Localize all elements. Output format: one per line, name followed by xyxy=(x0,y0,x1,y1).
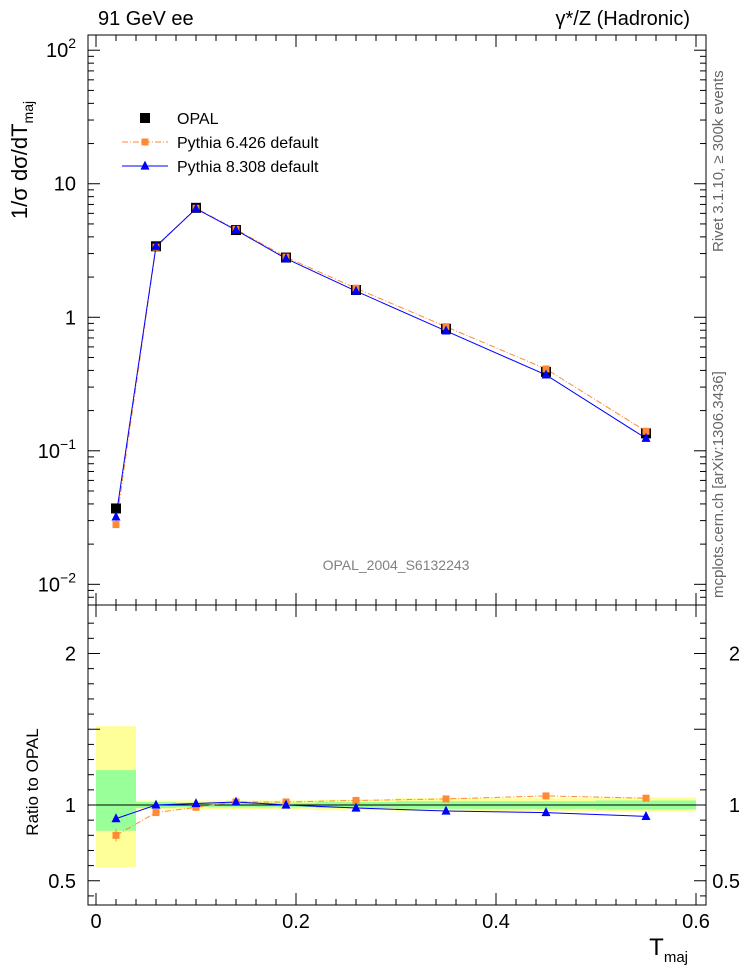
main-y-tick-label: 1 xyxy=(65,307,76,329)
ratio-y-tick-label-right: 1 xyxy=(729,795,740,817)
x-tick-label: 0.4 xyxy=(482,911,510,933)
ratio-pythia8-point xyxy=(351,802,361,812)
legend-marker-pythia6 xyxy=(141,138,149,146)
main-y-tick-label: 10−1 xyxy=(38,436,76,463)
ratio-frame xyxy=(87,604,707,906)
ratio-pythia6-point xyxy=(112,831,120,839)
opal-point xyxy=(111,503,121,514)
header-left: 91 GeV ee xyxy=(98,8,194,30)
ratio-y-tick-label: 0.5 xyxy=(48,871,76,893)
ratio-pythia6-point xyxy=(192,803,200,811)
main-y-tick-label: 10−2 xyxy=(38,569,76,596)
pythia6-point xyxy=(642,427,650,435)
ratio-pythia8-point xyxy=(641,810,651,820)
ratio-y-tick-label: 2 xyxy=(65,643,76,665)
header-right: γ*/Z (Hadronic) xyxy=(555,8,690,30)
main-y-tick-label: 102 xyxy=(46,35,76,62)
ratio-pythia8-point xyxy=(191,798,201,808)
ratio-pythia8-point xyxy=(441,805,451,815)
ratio-pythia6-point xyxy=(442,795,450,803)
pythia8-point xyxy=(441,325,451,335)
main-y-axis-label: 1/σ dσ/dTmaj xyxy=(7,101,36,219)
legend-marker-opal xyxy=(140,113,150,123)
ratio-pythia8-point xyxy=(541,807,551,817)
ratio-pythia8-point xyxy=(151,799,161,809)
pythia8-point xyxy=(641,432,651,442)
ratio-y-tick-label-right: 2 xyxy=(729,643,740,665)
pythia8-point xyxy=(231,224,241,234)
ratio-y-axis-label: Ratio to OPAL xyxy=(23,728,42,835)
legend-label-pythia6: Pythia 6.426 default xyxy=(177,135,319,152)
ratio-pythia8-point xyxy=(231,796,241,806)
analysis-watermark: OPAL_2004_S6132243 xyxy=(323,557,470,573)
legend-marker-pythia8 xyxy=(140,160,150,170)
legend-label-data: OPAL xyxy=(177,111,219,128)
x-tick-label: 0.2 xyxy=(282,911,310,933)
x-tick-label: 0 xyxy=(90,911,101,933)
x-tick-label: 0.6 xyxy=(682,911,710,933)
ratio-pythia8-point xyxy=(281,799,291,809)
pythia8-point xyxy=(151,240,161,250)
main-y-tick-label: 10 xyxy=(54,174,76,196)
pythia8-point xyxy=(541,369,551,379)
ratio-pythia6-point xyxy=(642,794,650,802)
pythia8-point xyxy=(351,285,361,295)
x-axis-label: Tmaj xyxy=(649,934,688,966)
ratio-pythia6-point xyxy=(352,796,360,804)
pythia6-point xyxy=(542,365,550,373)
ratio-y-tick-label: 1 xyxy=(65,795,76,817)
pythia8-point xyxy=(281,253,291,263)
pythia6-line xyxy=(115,207,647,525)
legend-label-pythia8: Pythia 8.308 default xyxy=(177,159,319,176)
ratio-pythia6-point xyxy=(152,809,160,817)
ratio-y-tick-label-right: 0.5 xyxy=(712,871,740,893)
ratio-pythia8-point xyxy=(111,813,121,823)
ratio-pythia6-point xyxy=(542,792,550,800)
pythia8-point xyxy=(111,511,121,521)
pythia8-line xyxy=(115,208,647,517)
pythia8-point xyxy=(191,203,201,213)
pythia6-point xyxy=(112,521,120,529)
